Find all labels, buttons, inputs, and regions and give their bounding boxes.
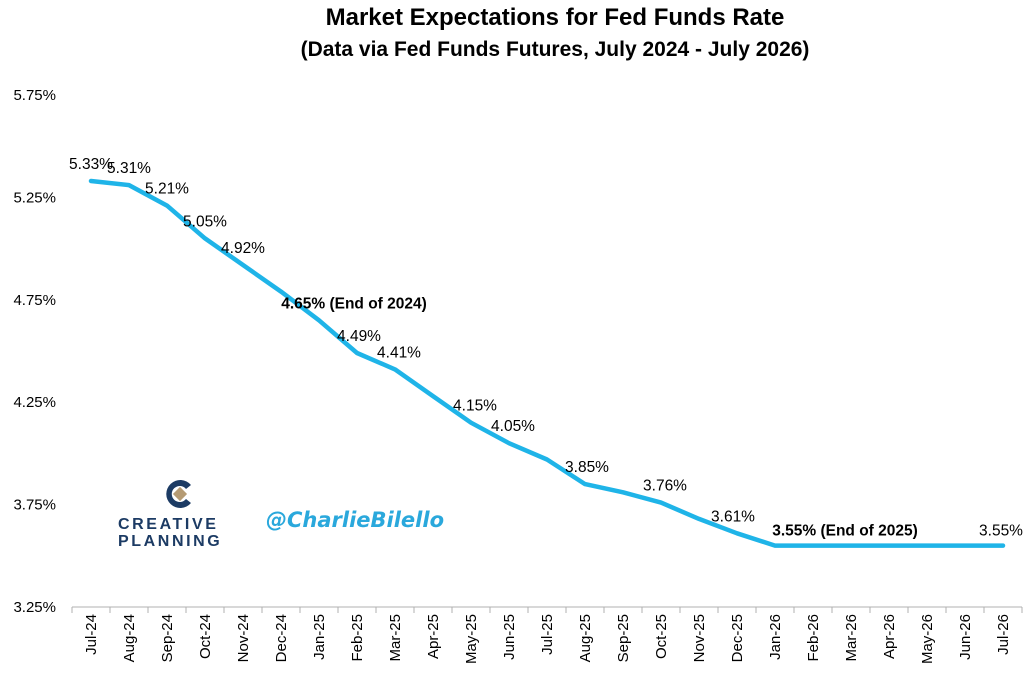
x-tick-label: Nov-25	[691, 614, 708, 662]
data-label: 4.41%	[377, 344, 421, 361]
y-tick-label: 5.75%	[13, 87, 56, 104]
y-tick-label: 4.25%	[13, 394, 56, 411]
author-handle: @CharlieBilello	[266, 508, 444, 532]
x-tick-label: Jun-25	[501, 614, 518, 660]
data-label: 3.55%	[979, 523, 1023, 540]
x-tick-label: Jun-26	[957, 614, 974, 660]
x-tick-label: Jan-26	[767, 614, 784, 660]
x-tick-label: Oct-25	[653, 614, 670, 659]
x-axis: Jul-24 Aug-24 Sep-24 Oct-24 Nov-24 Dec-24 Jan-…	[71, 606, 1023, 664]
data-label: 5.21%	[145, 181, 189, 198]
data-label: 4.49%	[337, 328, 381, 345]
chart-subtitle: (Data via Fed Funds Futures, July 2024 -…	[300, 38, 810, 61]
x-tick-label: Sep-24	[159, 614, 176, 662]
x-tick-label: Jul-25	[539, 614, 556, 655]
data-label: 4.15%	[453, 398, 497, 415]
x-tick-label: Jan-25	[311, 614, 328, 660]
x-tick-label: Mar-25	[387, 614, 404, 662]
data-label: 3.85%	[565, 459, 609, 476]
data-label: 5.31%	[107, 160, 151, 177]
chart-title: Market Expectations for Fed Funds Rate	[325, 4, 785, 31]
y-tick-label: 3.75%	[13, 497, 56, 514]
x-tick-label: Aug-25	[577, 614, 594, 662]
x-tick-label: Nov-24	[235, 614, 252, 662]
x-tick-label: Aug-24	[121, 614, 138, 662]
x-tick-label: Feb-25	[349, 614, 366, 662]
x-tick-label: Apr-25	[425, 614, 442, 659]
x-tick-label: Jul-24	[83, 614, 100, 655]
x-tick-label: Jul-26	[995, 614, 1012, 655]
data-label: 4.92%	[221, 240, 265, 257]
x-tick-label: May-25	[463, 614, 480, 664]
creative-planning-logo: CREATIVE PLANNING	[118, 476, 243, 551]
data-label: 5.33%	[69, 156, 113, 173]
data-labels: 5.33%5.31% 5.21% 5.05% 4.92% 4.65% (End of 2…	[69, 156, 1023, 540]
series-group	[88, 178, 1006, 548]
data-label: 5.05%	[183, 213, 227, 230]
logo-line1: CREATIVE	[118, 516, 219, 533]
y-tick-label: 4.75%	[13, 292, 56, 309]
x-tick-label: Feb-26	[805, 614, 822, 662]
x-tick-label: Oct-24	[197, 614, 214, 659]
x-tick-label: Sep-25	[615, 614, 632, 662]
x-tick-label: Dec-24	[273, 614, 290, 662]
y-tick-label: 5.25%	[13, 189, 56, 206]
y-axis: 3.25% 3.75% 4.25% 4.75% 5.25% 5.75%	[13, 87, 56, 616]
y-tick-label: 3.25%	[13, 599, 56, 616]
series-line	[88, 178, 1006, 548]
creative-planning-mark-icon	[166, 480, 191, 508]
data-label: 4.65% (End of 2024)	[281, 295, 427, 312]
data-label: 3.55% (End of 2025)	[772, 523, 918, 540]
x-tick-label: May-26	[919, 614, 936, 664]
data-label: 4.05%	[491, 418, 535, 435]
data-label: 3.61%	[711, 508, 755, 525]
x-tick-label: Apr-26	[881, 614, 898, 659]
data-label: 3.76%	[643, 478, 687, 495]
logo-line2: PLANNING	[118, 533, 223, 550]
x-tick-label: Mar-26	[843, 614, 860, 662]
x-tick-label: Dec-25	[729, 614, 746, 662]
